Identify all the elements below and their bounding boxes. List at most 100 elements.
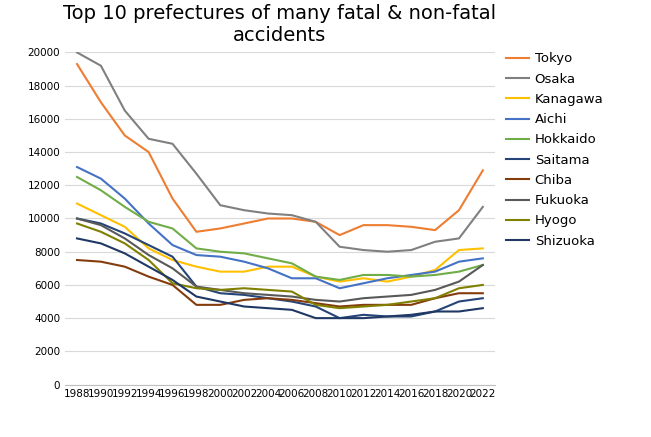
Hyogo <box>336 305 344 311</box>
Saitama <box>121 231 129 236</box>
Kanagawa <box>383 279 391 284</box>
Aichi <box>216 254 224 259</box>
Osaka <box>359 247 367 253</box>
Shizuoka <box>264 305 272 311</box>
Kanagawa <box>408 274 415 279</box>
Chiba <box>479 291 487 296</box>
Aichi <box>359 281 367 286</box>
Hyogo <box>193 286 201 291</box>
Osaka <box>288 212 296 218</box>
Fukuoka <box>169 266 176 271</box>
Kanagawa <box>479 246 487 251</box>
Fukuoka <box>479 262 487 267</box>
Hyogo <box>359 304 367 309</box>
Tokyo <box>431 228 439 233</box>
Tokyo <box>97 100 105 105</box>
Saitama <box>240 292 248 298</box>
Osaka <box>431 239 439 244</box>
Kanagawa <box>359 276 367 281</box>
Hokkaido <box>145 219 152 225</box>
Shizuoka <box>240 304 248 309</box>
Hyogo <box>97 229 105 234</box>
Saitama <box>408 314 415 319</box>
Chiba <box>312 301 320 306</box>
Fukuoka <box>97 222 105 228</box>
Fukuoka <box>264 292 272 298</box>
Fukuoka <box>336 299 344 304</box>
Osaka <box>216 203 224 208</box>
Fukuoka <box>312 297 320 302</box>
Tokyo <box>216 226 224 231</box>
Tokyo <box>73 62 81 67</box>
Line: Chiba: Chiba <box>77 260 483 306</box>
Hyogo <box>312 302 320 308</box>
Kanagawa <box>121 224 129 229</box>
Chiba <box>359 302 367 308</box>
Saitama <box>73 216 81 221</box>
Hokkaido <box>455 269 463 274</box>
Shizuoka <box>97 241 105 246</box>
Hokkaido <box>264 256 272 261</box>
Tokyo <box>264 216 272 221</box>
Hyogo <box>216 287 224 292</box>
Tokyo <box>169 196 176 201</box>
Shizuoka <box>145 264 152 269</box>
Saitama <box>264 295 272 301</box>
Chiba <box>73 257 81 263</box>
Line: Fukuoka: Fukuoka <box>77 218 483 302</box>
Saitama <box>336 316 344 321</box>
Hokkaido <box>312 274 320 279</box>
Fukuoka <box>288 294 296 299</box>
Osaka <box>73 50 81 55</box>
Saitama <box>431 309 439 314</box>
Tokyo <box>193 229 201 234</box>
Hokkaido <box>431 272 439 277</box>
Fukuoka <box>216 287 224 292</box>
Fukuoka <box>431 287 439 292</box>
Saitama <box>359 312 367 317</box>
Hokkaido <box>240 251 248 256</box>
Saitama <box>97 221 105 226</box>
Shizuoka <box>312 316 320 321</box>
Shizuoka <box>383 314 391 319</box>
Line: Saitama: Saitama <box>77 218 483 318</box>
Saitama <box>193 284 201 289</box>
Tokyo <box>479 168 487 173</box>
Aichi <box>383 276 391 281</box>
Hyogo <box>479 282 487 288</box>
Hyogo <box>145 257 152 263</box>
Saitama <box>383 314 391 319</box>
Aichi <box>193 253 201 258</box>
Saitama <box>455 299 463 304</box>
Osaka <box>479 204 487 209</box>
Hyogo <box>169 281 176 286</box>
Osaka <box>408 247 415 253</box>
Aichi <box>431 269 439 274</box>
Fukuoka <box>145 253 152 258</box>
Kanagawa <box>145 246 152 251</box>
Saitama <box>145 243 152 248</box>
Shizuoka <box>455 309 463 314</box>
Tokyo <box>240 221 248 226</box>
Kanagawa <box>73 201 81 206</box>
Kanagawa <box>455 247 463 253</box>
Aichi <box>169 243 176 248</box>
Hokkaido <box>479 262 487 267</box>
Hyogo <box>383 302 391 308</box>
Tokyo <box>121 133 129 138</box>
Osaka <box>264 211 272 216</box>
Line: Aichi: Aichi <box>77 167 483 288</box>
Fukuoka <box>408 292 415 298</box>
Shizuoka <box>216 299 224 304</box>
Chiba <box>145 274 152 279</box>
Chiba <box>121 264 129 269</box>
Shizuoka <box>73 236 81 241</box>
Saitama <box>169 254 176 259</box>
Fukuoka <box>73 216 81 221</box>
Osaka <box>97 63 105 68</box>
Saitama <box>288 299 296 304</box>
Aichi <box>240 259 248 264</box>
Hokkaido <box>336 277 344 283</box>
Kanagawa <box>288 264 296 269</box>
Osaka <box>383 249 391 254</box>
